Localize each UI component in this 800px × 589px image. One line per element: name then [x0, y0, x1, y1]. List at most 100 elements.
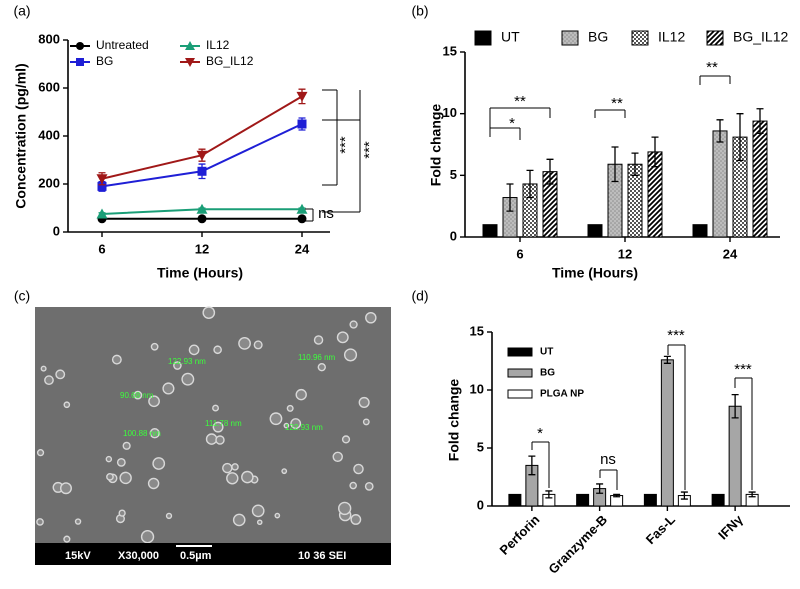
particle: [365, 312, 377, 324]
y-tick-label: 10: [470, 381, 484, 396]
sem-footer: [35, 543, 391, 565]
sem-footer-text: 10 36 SEI: [298, 550, 346, 562]
panel-label: (c): [14, 288, 30, 304]
particle: [336, 331, 349, 344]
error-bar: [736, 113, 744, 162]
size-label: 122.93 nm: [168, 357, 206, 366]
significance-label: ***: [361, 141, 378, 159]
significance-label: *: [509, 115, 515, 132]
particle: [353, 463, 364, 475]
x-tick-label: IFNγ: [715, 511, 746, 542]
particle: [241, 470, 254, 484]
marker: [196, 203, 208, 214]
significance-label: **: [706, 59, 718, 76]
error-bar: [631, 152, 639, 176]
bar: [482, 224, 498, 238]
particle: [343, 348, 358, 362]
particle: [63, 535, 71, 543]
particle: [205, 433, 218, 445]
marker: [296, 203, 308, 214]
sem-footer-text: 15kV: [65, 550, 91, 562]
marker: [185, 41, 195, 50]
particle: [253, 340, 263, 350]
particle: [290, 418, 302, 430]
size-label: 100.88 nm: [123, 429, 161, 438]
particle: [116, 457, 126, 467]
bar: [587, 224, 603, 238]
x-tick-label: Granzyme-B: [545, 512, 610, 577]
particle: [150, 342, 159, 351]
particle: [119, 471, 132, 485]
particle: [231, 463, 239, 471]
error-bar: [545, 490, 553, 499]
error-bar: [756, 108, 764, 135]
particle: [238, 337, 251, 350]
y-tick-label: 0: [477, 497, 484, 512]
particle: [63, 401, 71, 409]
error-bar: [528, 455, 536, 476]
legend-label: BG_IL12: [206, 54, 254, 68]
x-tick-label: 24: [723, 246, 738, 261]
marker: [96, 174, 108, 185]
x-tick-label: Perforin: [497, 512, 543, 558]
error-bar: [546, 158, 554, 185]
error-bar: [663, 355, 671, 364]
legend-swatch: [507, 368, 533, 378]
marker: [196, 150, 208, 161]
bar: [576, 493, 590, 507]
particle: [281, 468, 288, 475]
y-tick-label: 0: [450, 228, 457, 243]
y-tick-label: 5: [450, 167, 457, 182]
significance-label: ***: [337, 136, 354, 154]
x-tick-label: 6: [516, 246, 523, 261]
size-label: 110.96 nm: [298, 353, 336, 362]
error-bar: [748, 491, 756, 498]
y-tick-label: 0: [53, 223, 60, 238]
marker: [197, 166, 207, 176]
legend-label: BG: [540, 368, 555, 379]
error-bar: [680, 491, 688, 500]
panel-label: (a): [13, 3, 30, 19]
error-bar: [611, 146, 619, 183]
marker: [197, 214, 207, 224]
error-bar: [651, 136, 659, 168]
particle: [149, 428, 160, 439]
y-axis-label: Fold change: [446, 379, 462, 462]
panel-label: (d): [411, 288, 428, 304]
particle: [215, 435, 225, 445]
legend-label: UT: [540, 347, 553, 358]
particle: [349, 320, 358, 329]
significance-label: ns: [600, 451, 616, 468]
error-bar: [716, 119, 724, 143]
particle: [358, 396, 370, 408]
legend-label: PLGA NP: [540, 389, 584, 400]
particle: [274, 512, 281, 519]
particle: [317, 362, 326, 372]
y-tick-label: 400: [38, 127, 60, 142]
error-bar: [506, 183, 514, 212]
particle: [338, 501, 352, 516]
particle: [256, 519, 263, 526]
particle: [165, 512, 173, 520]
particle: [188, 344, 200, 356]
particle: [162, 382, 175, 395]
legend-label: BG: [588, 29, 608, 45]
panel-label: (b): [411, 3, 428, 19]
particle: [341, 435, 351, 444]
particle: [59, 482, 72, 495]
particle: [364, 482, 374, 491]
significance-label: ***: [667, 327, 685, 344]
legend-swatch: [507, 389, 533, 399]
bar: [752, 120, 768, 238]
particle: [118, 509, 126, 517]
legend-label: BG_IL12: [733, 29, 788, 45]
y-tick-label: 15: [443, 43, 457, 58]
y-tick-label: 10: [443, 105, 457, 120]
y-tick-label: 15: [470, 323, 484, 338]
legend-label: IL12: [658, 29, 685, 45]
particle: [147, 477, 160, 490]
particle: [251, 504, 265, 518]
particle: [111, 354, 122, 365]
bar: [712, 130, 728, 238]
